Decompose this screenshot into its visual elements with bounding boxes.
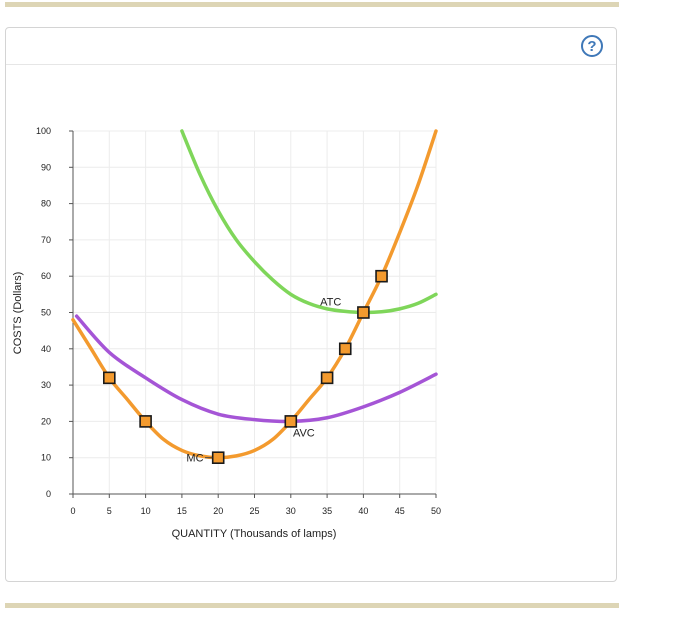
x-tick-label: 50: [431, 506, 441, 516]
y-tick-label: 10: [41, 453, 51, 463]
y-tick-label: 20: [41, 416, 51, 426]
y-tick-label: 90: [41, 162, 51, 172]
y-tick-label: 60: [41, 271, 51, 281]
x-tick-label: 20: [213, 506, 223, 516]
y-tick-label: 50: [41, 308, 51, 318]
x-tick-label: 25: [249, 506, 259, 516]
mc-point-handle[interactable]: [375, 269, 388, 283]
mc-point-handle[interactable]: [211, 451, 225, 465]
y-tick-label: 70: [41, 235, 51, 245]
x-tick-label: 5: [107, 506, 112, 516]
help-button[interactable]: ?: [581, 35, 603, 57]
curves: [71, 129, 438, 460]
mc-point-handle[interactable]: [284, 415, 298, 428]
mc-curve: [71, 129, 438, 460]
avc-curve: [74, 314, 438, 424]
x-tick-label: 0: [70, 506, 75, 516]
mc-point-handle[interactable]: [103, 371, 116, 385]
grid: [73, 130, 437, 494]
mc-point-handle[interactable]: [338, 342, 352, 356]
x-tick-label: 15: [177, 506, 187, 516]
y-tick-label: 100: [36, 126, 51, 136]
avc-label: AVC: [293, 427, 315, 439]
mc-point-handle[interactable]: [139, 415, 152, 428]
mc-point-handle[interactable]: [357, 306, 370, 319]
y-tick-label: 40: [41, 344, 51, 354]
panel-header: [6, 28, 616, 65]
y-tick-label: 0: [46, 489, 51, 499]
axes: 0 5 10 15 20 25 30 35 40 45 50 0 10 20 30 40 50 60 70 80 90 1…: [36, 126, 441, 516]
x-tick-label: 40: [358, 506, 368, 516]
mc-label: MC: [186, 453, 203, 465]
y-tick-label: 30: [41, 380, 51, 390]
atc-label: ATC: [320, 297, 341, 309]
markers[interactable]: [103, 269, 388, 465]
y-tick-label: 80: [41, 199, 51, 209]
annotations: MC AVC ATC: [186, 297, 341, 465]
x-axis-title: QUANTITY (Thousands of lamps): [172, 528, 337, 540]
atc-curve: [180, 129, 438, 315]
x-tick-label: 35: [322, 506, 332, 516]
x-tick-label: 45: [395, 506, 405, 516]
bottom-divider: [5, 603, 619, 608]
mc-point-handle[interactable]: [320, 371, 334, 385]
x-tick-label: 10: [141, 506, 151, 516]
y-axis-title: COSTS (Dollars): [12, 272, 24, 355]
top-divider: [5, 2, 619, 7]
x-tick-label: 30: [286, 506, 296, 516]
